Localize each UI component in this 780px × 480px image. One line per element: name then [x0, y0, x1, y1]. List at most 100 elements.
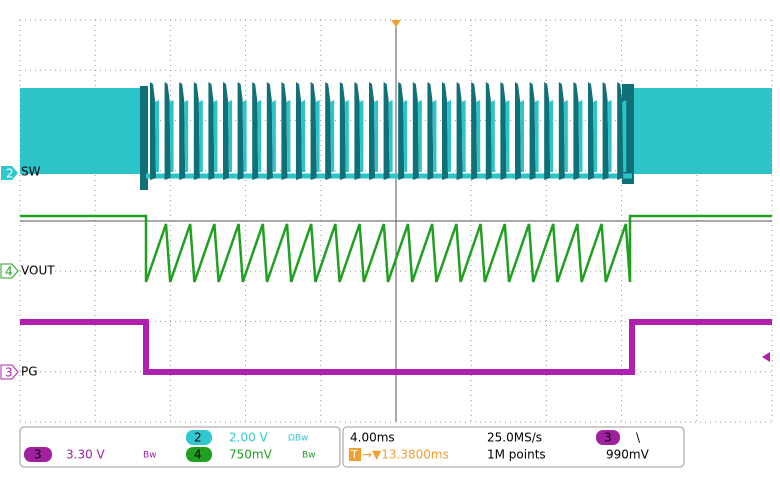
sw-pulse-fill — [476, 100, 481, 172]
sw-pulse-fill — [213, 100, 218, 172]
sw-pulse-fill — [169, 100, 174, 172]
sw-pulse — [412, 82, 419, 180]
sample-rate: 25.0MS/s — [487, 431, 542, 445]
ch4-scale: 750mV — [229, 448, 273, 462]
sw-pulse-fill — [461, 100, 466, 172]
sw-pulse-fill — [578, 100, 583, 172]
sw-pulse — [515, 82, 521, 180]
vout-trace — [20, 214, 772, 283]
sw-pulse-fill — [374, 100, 378, 172]
ch3-number: 3 — [34, 448, 42, 462]
sw-pulse — [325, 82, 332, 180]
trigger-icon-box — [349, 448, 361, 461]
sw-pulse — [296, 82, 302, 180]
ch4-marker: 4 VOUT — [0, 263, 55, 279]
sw-pulse-fill — [198, 100, 203, 172]
sw-pulse — [164, 82, 171, 180]
sw-pulse — [558, 82, 565, 180]
sw-pulse-fill — [155, 100, 159, 172]
sw-pulse — [369, 82, 375, 180]
sw-pulse — [339, 82, 346, 180]
sw-pulse-fill — [607, 100, 612, 172]
sw-pulse-fill — [505, 100, 510, 172]
sw-pulse — [529, 82, 536, 180]
trigger-level-marker — [762, 352, 770, 362]
sw-pulse — [485, 82, 492, 180]
sw-pulse-fill — [330, 100, 335, 172]
sw-pulse — [193, 82, 200, 180]
vertical-settings-panel — [19, 426, 341, 468]
sw-pulse — [208, 82, 215, 180]
ch2-number: 2 — [194, 431, 202, 445]
sw-pulse-fill — [286, 100, 291, 172]
ch4-flags: Bw — [302, 451, 316, 461]
sw-pulse-fill — [534, 100, 539, 172]
sw-pulse-fill — [417, 100, 422, 172]
sw-pulse-fill — [563, 100, 568, 172]
sw-pulse-fill — [447, 100, 451, 172]
ch2-marker: 2 SW — [1, 165, 41, 181]
trigger-source-badge — [596, 430, 620, 445]
sw-pulse-fill — [490, 100, 495, 172]
ch2-marker-number: 2 — [6, 167, 14, 181]
ch4-label: VOUT — [21, 264, 55, 278]
ch3-marker: 3 PG — [0, 364, 38, 380]
sw-pulse-fill — [315, 100, 320, 172]
sw-pulse — [471, 82, 478, 180]
sw-pulse-fill — [549, 100, 554, 172]
sw-pulse — [456, 82, 463, 180]
trigger-position-marker — [391, 20, 401, 27]
trigger-icon: T — [350, 448, 358, 461]
ch2-flags: ΩBw — [288, 434, 308, 444]
sw-pulse-fill — [359, 100, 364, 172]
sw-pulse — [573, 82, 580, 180]
ch3-badge — [24, 447, 52, 462]
sw-pulse-fill — [403, 100, 408, 172]
timebase: 4.00ms — [350, 431, 395, 445]
sw-band — [632, 88, 772, 174]
sw-pulse-fill — [184, 100, 189, 172]
sw-pulse-fill — [242, 100, 247, 172]
sw-pulse — [179, 82, 186, 180]
sw-pulse-fill — [520, 100, 524, 172]
record-length: 1M points — [487, 448, 546, 462]
sw-pulse — [427, 82, 434, 180]
sw-pulse — [150, 82, 156, 180]
sw-pulse — [281, 82, 288, 180]
trigger-delay: →▼13.3800ms — [362, 448, 449, 462]
ch3-scale: 3.30 V — [66, 448, 106, 462]
sw-pulse-fill — [432, 100, 437, 172]
ch4-badge — [186, 447, 212, 462]
sw-pulse-fill — [257, 100, 262, 172]
sw-pulse — [544, 82, 551, 180]
ch2-label: SW — [21, 165, 41, 179]
ch2-scale: 2.00 V — [229, 431, 269, 445]
sw-pulse-fill — [388, 100, 393, 172]
sw-pulse — [252, 82, 259, 180]
sw-pulse — [223, 82, 229, 180]
sw-band-edge — [140, 86, 148, 190]
sw-pulse — [310, 82, 317, 180]
ch3-flags: Bw — [143, 451, 157, 461]
trigger-slope: \ — [636, 431, 641, 445]
sw-band — [20, 88, 146, 174]
sw-pulse — [383, 82, 390, 180]
trigger-source: 3 — [604, 431, 612, 445]
sw-pulse — [442, 82, 448, 180]
ch2-badge — [186, 430, 212, 445]
sw-pulse-fill — [593, 100, 597, 172]
sw-pulse — [237, 82, 244, 180]
sw-pulse-fill — [622, 100, 627, 172]
sw-pulse — [588, 82, 594, 180]
sw-pulse — [266, 82, 273, 180]
sw-pulse-fill — [344, 100, 349, 172]
ch3-marker-number: 3 — [5, 366, 13, 380]
sw-pulse-fill — [271, 100, 276, 172]
ch4-marker-number: 4 — [5, 265, 13, 279]
waveforms — [20, 82, 772, 375]
sw-pulse — [354, 82, 361, 180]
sw-pulse-fill — [301, 100, 305, 172]
ch4-number: 4 — [194, 448, 202, 462]
